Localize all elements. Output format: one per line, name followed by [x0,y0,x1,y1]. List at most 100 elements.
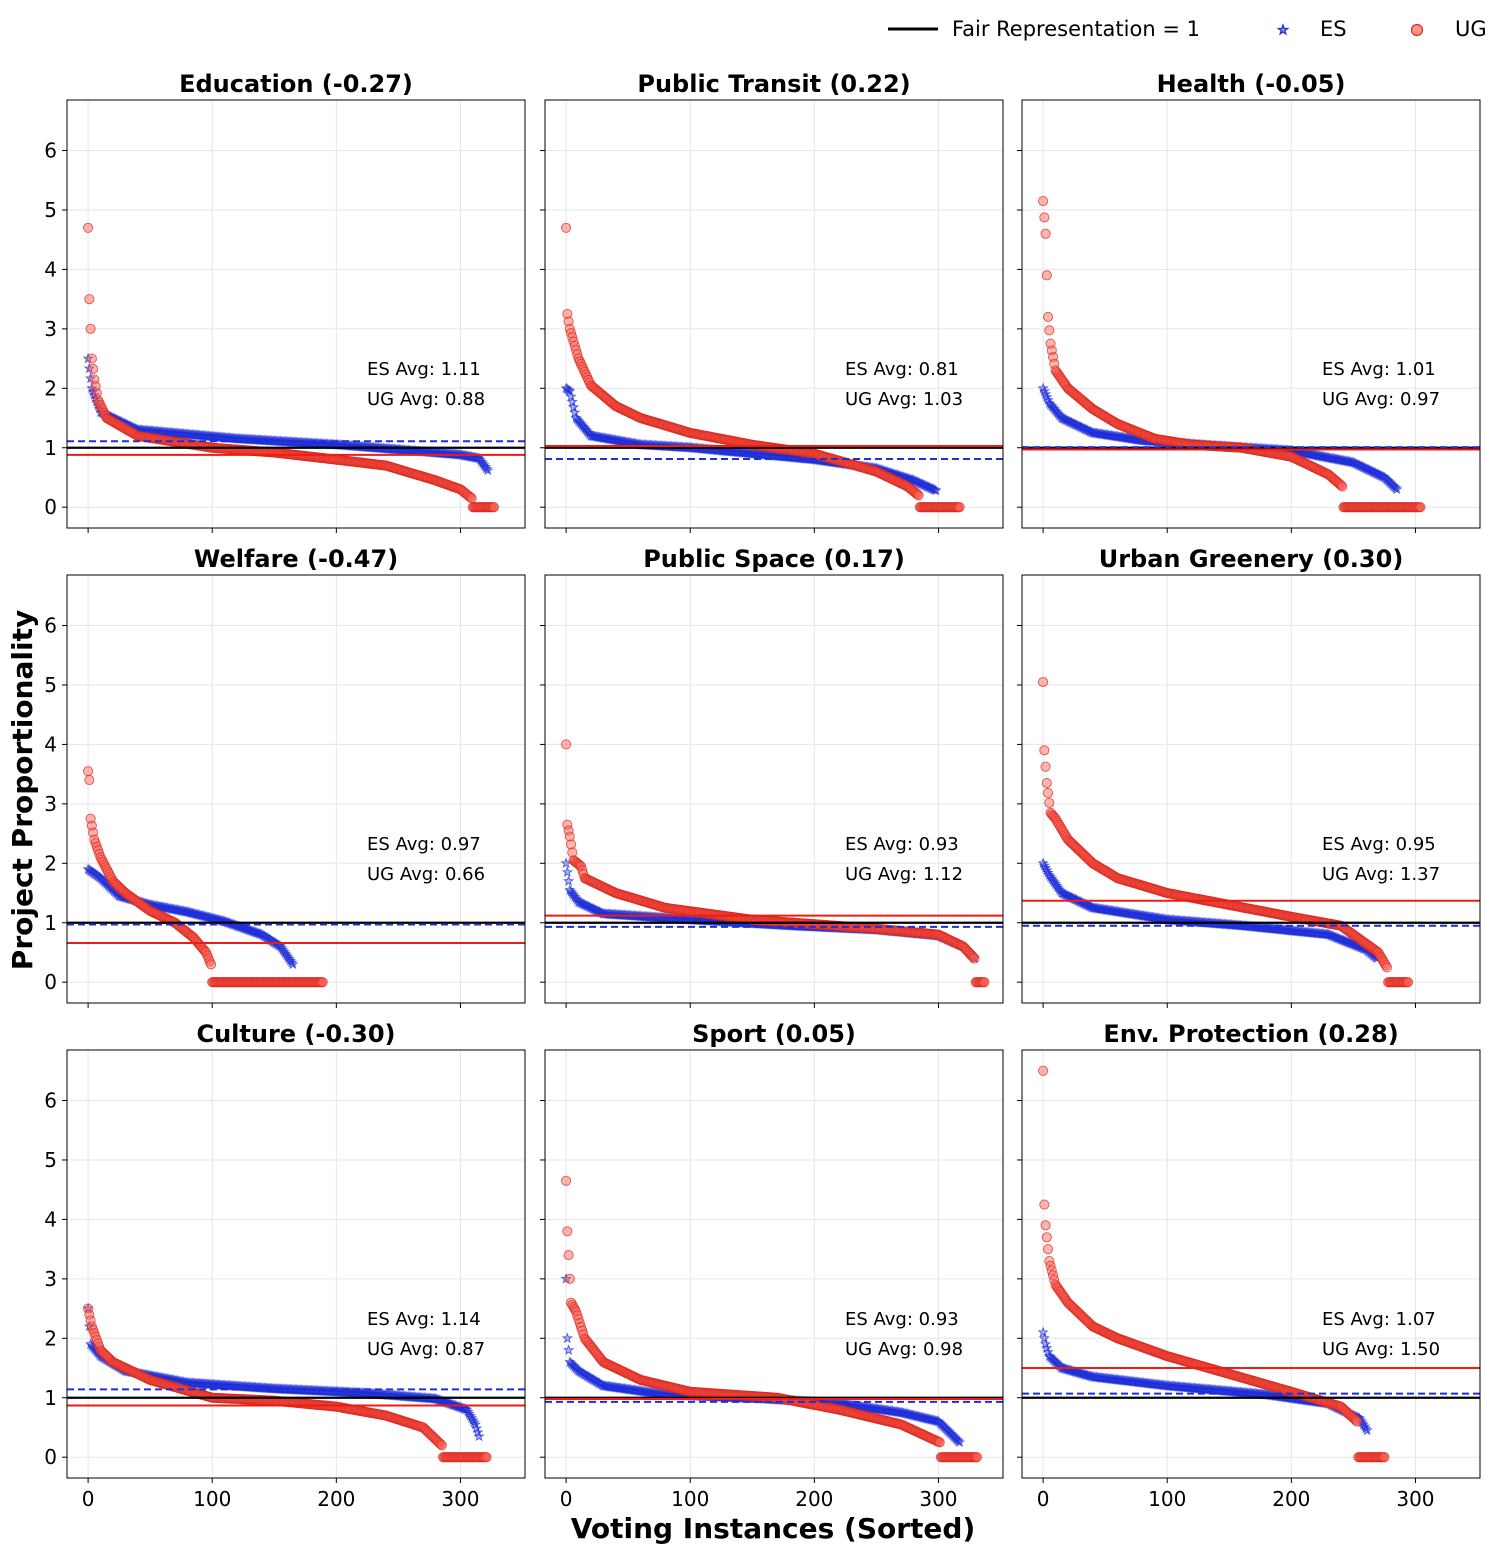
legend-ug-swatch [1410,23,1424,37]
y-tick-label: 3 [44,1267,57,1291]
es-point [482,464,494,476]
ug-point [1041,270,1052,281]
y-tick-label: 0 [44,495,57,519]
y-tick-label: 5 [44,1148,57,1172]
ug-point [561,739,572,750]
y-tick-label: 1 [44,1386,57,1410]
y-tick-label: 3 [44,317,57,341]
es-avg-label: ES Avg: 1.14 [367,1309,481,1330]
legend-fair-label: Fair Representation = 1 [952,17,1200,41]
ug-avg-label: UG Avg: 0.87 [367,1339,485,1360]
ug-point [561,222,572,233]
es-point [929,484,941,495]
series-points [82,222,500,513]
panel-5: Urban Greenery (0.30) ES Avg: 0.95 UG Avg:… [1017,545,1481,1008]
y-tick-label: 4 [44,257,57,281]
x-tick-label: 100 [193,1487,231,1511]
ug-point [1043,787,1054,799]
ug-point [1040,761,1051,772]
y-tick-label: 6 [44,1089,57,1113]
ug-point [562,1226,573,1237]
y-tick-label: 4 [44,1207,57,1231]
legend: Fair Representation = 1 ES UG [888,17,1487,41]
series-points [1037,676,1414,988]
panel-title: Urban Greenery (0.30) [1099,545,1404,573]
ug-point [84,775,95,786]
plot-frame [1021,99,1481,529]
ug-point [979,977,990,988]
es-avg-label: ES Avg: 1.11 [367,359,481,380]
y-tick-label: 4 [44,732,57,756]
plot-frame [544,99,1004,529]
ug-point [84,294,95,305]
es-point [561,1332,573,1344]
es-point [930,484,942,496]
ug-point [1043,311,1054,323]
es-point [566,396,578,407]
ug-avg-label: UG Avg: 1.37 [1322,864,1440,885]
panel-3: Welfare (-0.47) ES Avg: 0.97 UG Avg: 0.66 0… [44,545,526,1008]
panel-title: Health (-0.05) [1157,70,1346,98]
ug-point [436,1440,447,1451]
ug-point [913,490,924,501]
y-tick-label: 5 [44,673,57,697]
y-tick-label: 1 [44,436,57,460]
es-point [565,390,577,402]
y-tick-label: 2 [44,851,57,875]
series-points [1037,196,1426,513]
ug-point [205,959,217,970]
ug-avg-label: UG Avg: 1.03 [845,389,963,410]
es-avg-label: ES Avg: 0.93 [845,834,959,855]
ug-point [1041,778,1052,789]
es-avg-label: ES Avg: 0.95 [1322,834,1436,855]
panel-0: Education (-0.27) ES Avg: 1.11 UG Avg: 0.8… [44,70,526,533]
ug-point [466,493,477,504]
legend-es-swatch [1277,24,1289,35]
plot-frame [66,574,526,1004]
ug-avg-label: UG Avg: 0.88 [367,389,485,410]
ug-point [1038,196,1049,207]
y-tick-label: 2 [44,376,57,400]
panels: Education (-0.27) ES Avg: 1.11 UG Avg: 0.8… [44,70,1481,1511]
ug-point [1038,676,1049,688]
ug-point [83,222,94,233]
legend-ug-label: UG [1455,17,1487,41]
ug-point [1402,977,1414,988]
ug-point [1381,962,1392,973]
ug-point [1415,502,1426,513]
ug-point [85,323,96,334]
x-tick-label: 300 [441,1487,479,1511]
es-point [84,372,97,384]
plot-frame [1021,574,1481,1004]
ug-point [1040,228,1051,239]
ug-point [563,316,574,327]
ug-avg-label: UG Avg: 1.12 [845,864,963,885]
es-point [561,866,573,877]
es-avg-label: ES Avg: 0.97 [367,834,481,855]
series-points [82,766,328,988]
panel-title: Public Transit (0.22) [637,70,910,98]
plot-frame [66,99,526,529]
plot-frame [66,1049,526,1479]
y-tick-label: 0 [44,970,57,994]
ug-point [1044,797,1055,808]
y-tick-label: 3 [44,792,57,816]
ug-avg-label: UG Avg: 0.66 [367,864,485,885]
y-tick-label: 6 [44,614,57,638]
panel-title: Culture (-0.30) [196,1020,395,1048]
y-tick-label: 5 [44,198,57,222]
panel-title: Education (-0.27) [179,70,413,98]
y-tick-label: 2 [44,1326,57,1350]
ug-point [86,353,97,364]
panel-title: Welfare (-0.47) [194,545,398,573]
ug-point [563,1250,574,1261]
y-tick-label: 1 [44,911,57,935]
ug-point [1044,325,1055,336]
legend-es-label: ES [1320,17,1347,41]
ug-point [83,766,94,777]
